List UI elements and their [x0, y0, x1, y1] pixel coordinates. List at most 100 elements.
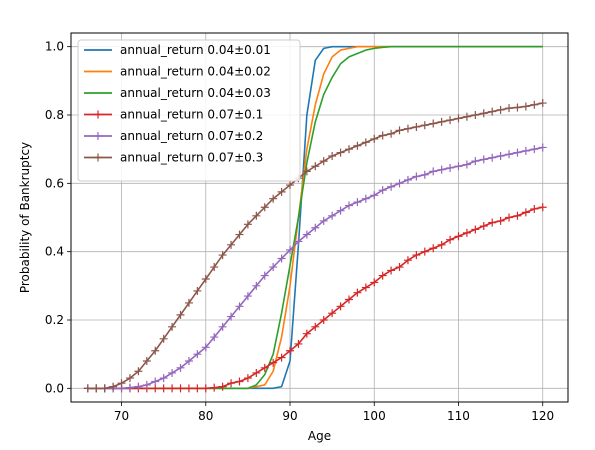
data-point: [412, 172, 421, 181]
data-point: [252, 368, 261, 377]
data-point: [471, 111, 480, 119]
data-point: [446, 235, 455, 244]
data-point: [328, 211, 337, 220]
data-point: [471, 225, 480, 234]
data-point: [168, 384, 177, 393]
data-point: [311, 322, 320, 331]
data-point: [496, 152, 505, 160]
data-point: [353, 141, 362, 150]
data-point: [210, 263, 219, 272]
data-point: [302, 230, 311, 239]
data-point: [311, 223, 320, 232]
data-point: [184, 357, 193, 365]
data-point: [387, 266, 396, 275]
legend-label: annual_return 0.04±0.02: [120, 65, 271, 79]
data-point: [437, 117, 446, 126]
data-point: [488, 153, 497, 162]
legend-label: annual_return 0.04±0.01: [120, 43, 271, 57]
data-point: [176, 363, 185, 372]
data-point: [83, 384, 92, 393]
y-axis-label: Probability of Bankruptcy: [18, 142, 32, 293]
series-line: [87, 45, 543, 390]
data-point: [193, 286, 202, 295]
data-point: [159, 384, 168, 393]
data-point: [370, 191, 379, 200]
data-point: [227, 312, 236, 321]
y-tick-label: 0.8: [45, 108, 64, 122]
data-point: [336, 206, 345, 215]
data-point: [151, 346, 160, 355]
data-point: [193, 350, 202, 359]
series-6: [83, 99, 547, 393]
data-point: [353, 288, 362, 297]
data-point: [159, 374, 168, 383]
data-point: [252, 281, 261, 290]
data-point: [344, 145, 353, 154]
data-point: [235, 377, 244, 386]
data-point: [286, 245, 295, 254]
data-point: [429, 244, 438, 253]
data-point: [336, 148, 345, 157]
data-point: [403, 124, 412, 133]
data-point: [193, 384, 202, 393]
legend-item: annual_return 0.04±0.02: [84, 65, 271, 79]
data-point: [125, 383, 134, 392]
data-point: [429, 119, 438, 128]
data-point: [513, 103, 522, 112]
data-point: [218, 251, 227, 260]
data-point: [260, 363, 269, 372]
legend-label: annual_return 0.04±0.03: [120, 86, 271, 100]
legend-label: annual_return 0.07±0.3: [120, 151, 263, 165]
data-point: [378, 271, 387, 280]
data-point: [344, 201, 353, 210]
data-point: [92, 384, 101, 393]
data-point: [479, 155, 488, 164]
data-point: [437, 240, 446, 249]
data-point: [496, 216, 505, 225]
data-point: [100, 384, 109, 393]
data-point: [218, 382, 227, 391]
x-tick-label: 100: [363, 409, 386, 423]
y-tick-label: 0.0: [45, 381, 64, 395]
data-point: [294, 237, 303, 246]
data-point: [479, 109, 488, 118]
data-point: [538, 143, 547, 152]
legend: annual_return 0.04±0.01 annual_return 0.0…: [77, 39, 301, 182]
data-point: [496, 105, 505, 114]
data-point: [328, 152, 337, 160]
data-point: [488, 107, 497, 116]
series-3: [87, 45, 543, 390]
data-point: [277, 353, 286, 362]
data-point: [243, 374, 252, 383]
data-point: [462, 112, 471, 121]
data-point: [243, 220, 252, 229]
data-point: [277, 254, 286, 263]
data-point: [252, 211, 261, 220]
data-point: [387, 129, 396, 138]
data-point: [488, 218, 497, 227]
data-point: [521, 146, 530, 155]
data-point: [454, 114, 463, 123]
legend-item: annual_return 0.07±0.3: [84, 151, 263, 165]
data-point: [361, 194, 370, 203]
data-point: [243, 292, 252, 301]
data-point: [168, 368, 177, 377]
legend-item: annual_return 0.04±0.01: [84, 43, 271, 57]
data-point: [286, 346, 295, 355]
data-point: [142, 357, 151, 365]
x-tick-label: 120: [531, 409, 554, 423]
data-point: [378, 131, 387, 140]
data-point: [538, 99, 547, 108]
data-point: [437, 165, 446, 174]
y-tick-label: 0.4: [45, 245, 64, 259]
legend-box: [77, 39, 301, 182]
x-tick-label: 110: [447, 409, 470, 423]
data-point: [505, 150, 514, 159]
data-point: [184, 298, 193, 307]
data-point: [370, 134, 379, 143]
legend-item: annual_return 0.07±0.2: [84, 129, 263, 143]
data-point: [134, 367, 143, 376]
data-point: [521, 102, 530, 111]
data-point: [142, 380, 151, 389]
data-point: [235, 302, 244, 311]
